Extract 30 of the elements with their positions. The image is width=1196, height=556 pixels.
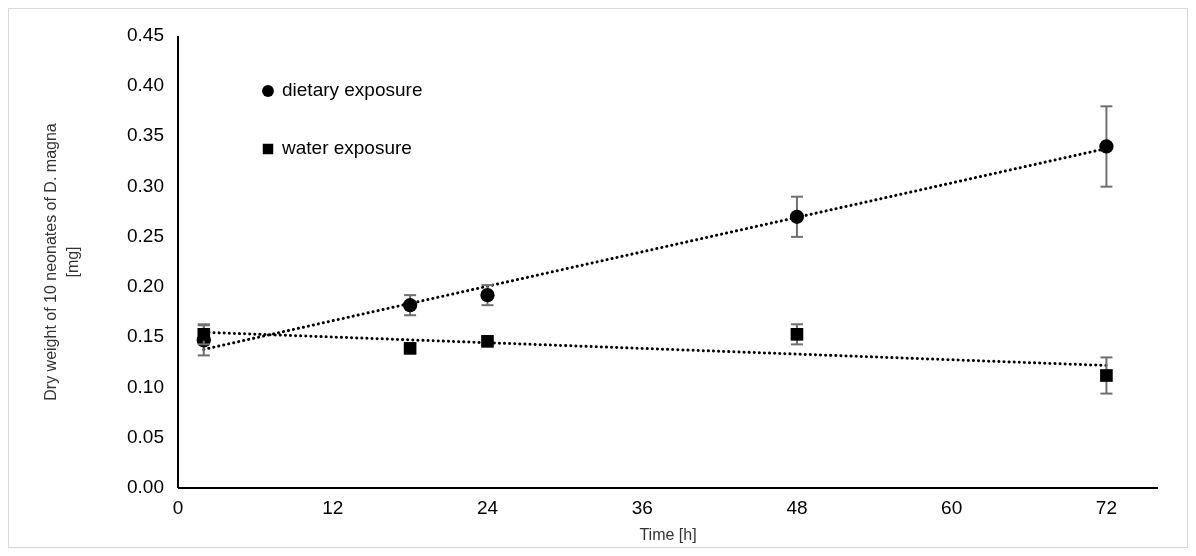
point: [481, 335, 494, 348]
y-tick-label: 0.40: [127, 74, 164, 96]
x-axis-title: Time [h]: [639, 526, 697, 543]
x-tick-label: 24: [476, 497, 499, 518]
point: [790, 328, 804, 341]
legend-label: water exposure: [281, 137, 412, 159]
x-tick-label: 36: [631, 497, 653, 518]
point: [1099, 139, 1114, 154]
y-tick-label: 0.10: [127, 375, 164, 397]
y-tick-label: 0.35: [127, 124, 164, 146]
y-tick-label: 0.25: [127, 224, 164, 246]
point: [403, 342, 417, 355]
x-tick-label: 0: [172, 497, 184, 518]
y-tick-label: 0.05: [127, 425, 164, 447]
y-axis-title: Dry weight of 10 neonates of D. magna [mg]: [42, 123, 81, 401]
legend-label: dietary exposure: [282, 79, 423, 101]
point: [1100, 369, 1113, 382]
point: [197, 328, 211, 341]
x-tick-label: 48: [786, 497, 808, 518]
point: [789, 209, 805, 224]
point: [480, 288, 495, 303]
y-tick-label: 0.00: [127, 476, 164, 498]
y-tick-label: 0.30: [127, 174, 164, 196]
x-tick-label: 72: [1095, 497, 1117, 518]
y-tick-label: 0.15: [127, 325, 164, 347]
y-tick-label: 0.20: [127, 275, 164, 297]
y-tick-label: 0.45: [127, 24, 164, 46]
point: [402, 298, 418, 313]
x-tick-label: 12: [322, 497, 344, 518]
x-tick-label: 60: [941, 497, 963, 518]
